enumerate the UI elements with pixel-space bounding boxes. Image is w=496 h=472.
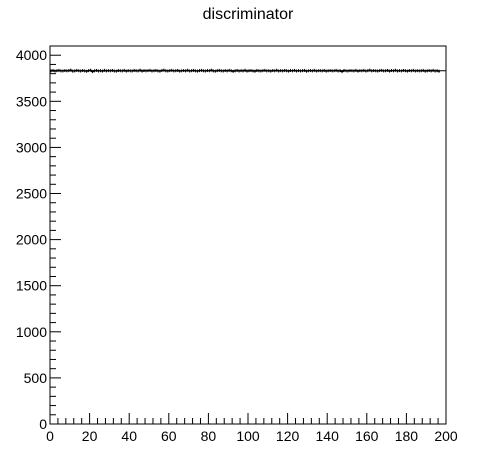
x-axis: 0 20 40 60 80 100 120 140 160 180 200 xyxy=(46,413,458,444)
y-tick-label: 0 xyxy=(39,416,47,432)
y-tick-label: 4000 xyxy=(16,47,47,63)
data-series xyxy=(50,68,446,74)
y-tick-label: 1000 xyxy=(16,324,47,340)
plot-frame xyxy=(49,45,447,425)
x-tick-label: 180 xyxy=(395,428,419,444)
x-tick-label: 40 xyxy=(121,428,137,444)
x-tick-label: 60 xyxy=(161,428,177,444)
x-tick-label: 200 xyxy=(434,428,458,444)
y-tick-label: 1500 xyxy=(16,278,47,294)
y-tick-label: 3000 xyxy=(16,139,47,155)
y-tick-label: 2000 xyxy=(16,232,47,248)
x-tick-label: 120 xyxy=(276,428,300,444)
x-tick-label: 100 xyxy=(236,428,260,444)
x-tick-label: 80 xyxy=(201,428,217,444)
x-tick-label: 140 xyxy=(316,428,340,444)
x-tick-label: 0 xyxy=(46,428,54,444)
chart-title: discriminator xyxy=(202,6,294,23)
y-tick-label: 3500 xyxy=(16,93,47,109)
y-tick-label: 2500 xyxy=(16,186,47,202)
y-tick-label: 500 xyxy=(24,370,48,386)
y-axis: 0 500 1000 1500 2000 2500 3000 3500 4000 xyxy=(16,45,61,432)
x-tick-label: 20 xyxy=(82,428,98,444)
x-tick-label: 160 xyxy=(355,428,379,444)
